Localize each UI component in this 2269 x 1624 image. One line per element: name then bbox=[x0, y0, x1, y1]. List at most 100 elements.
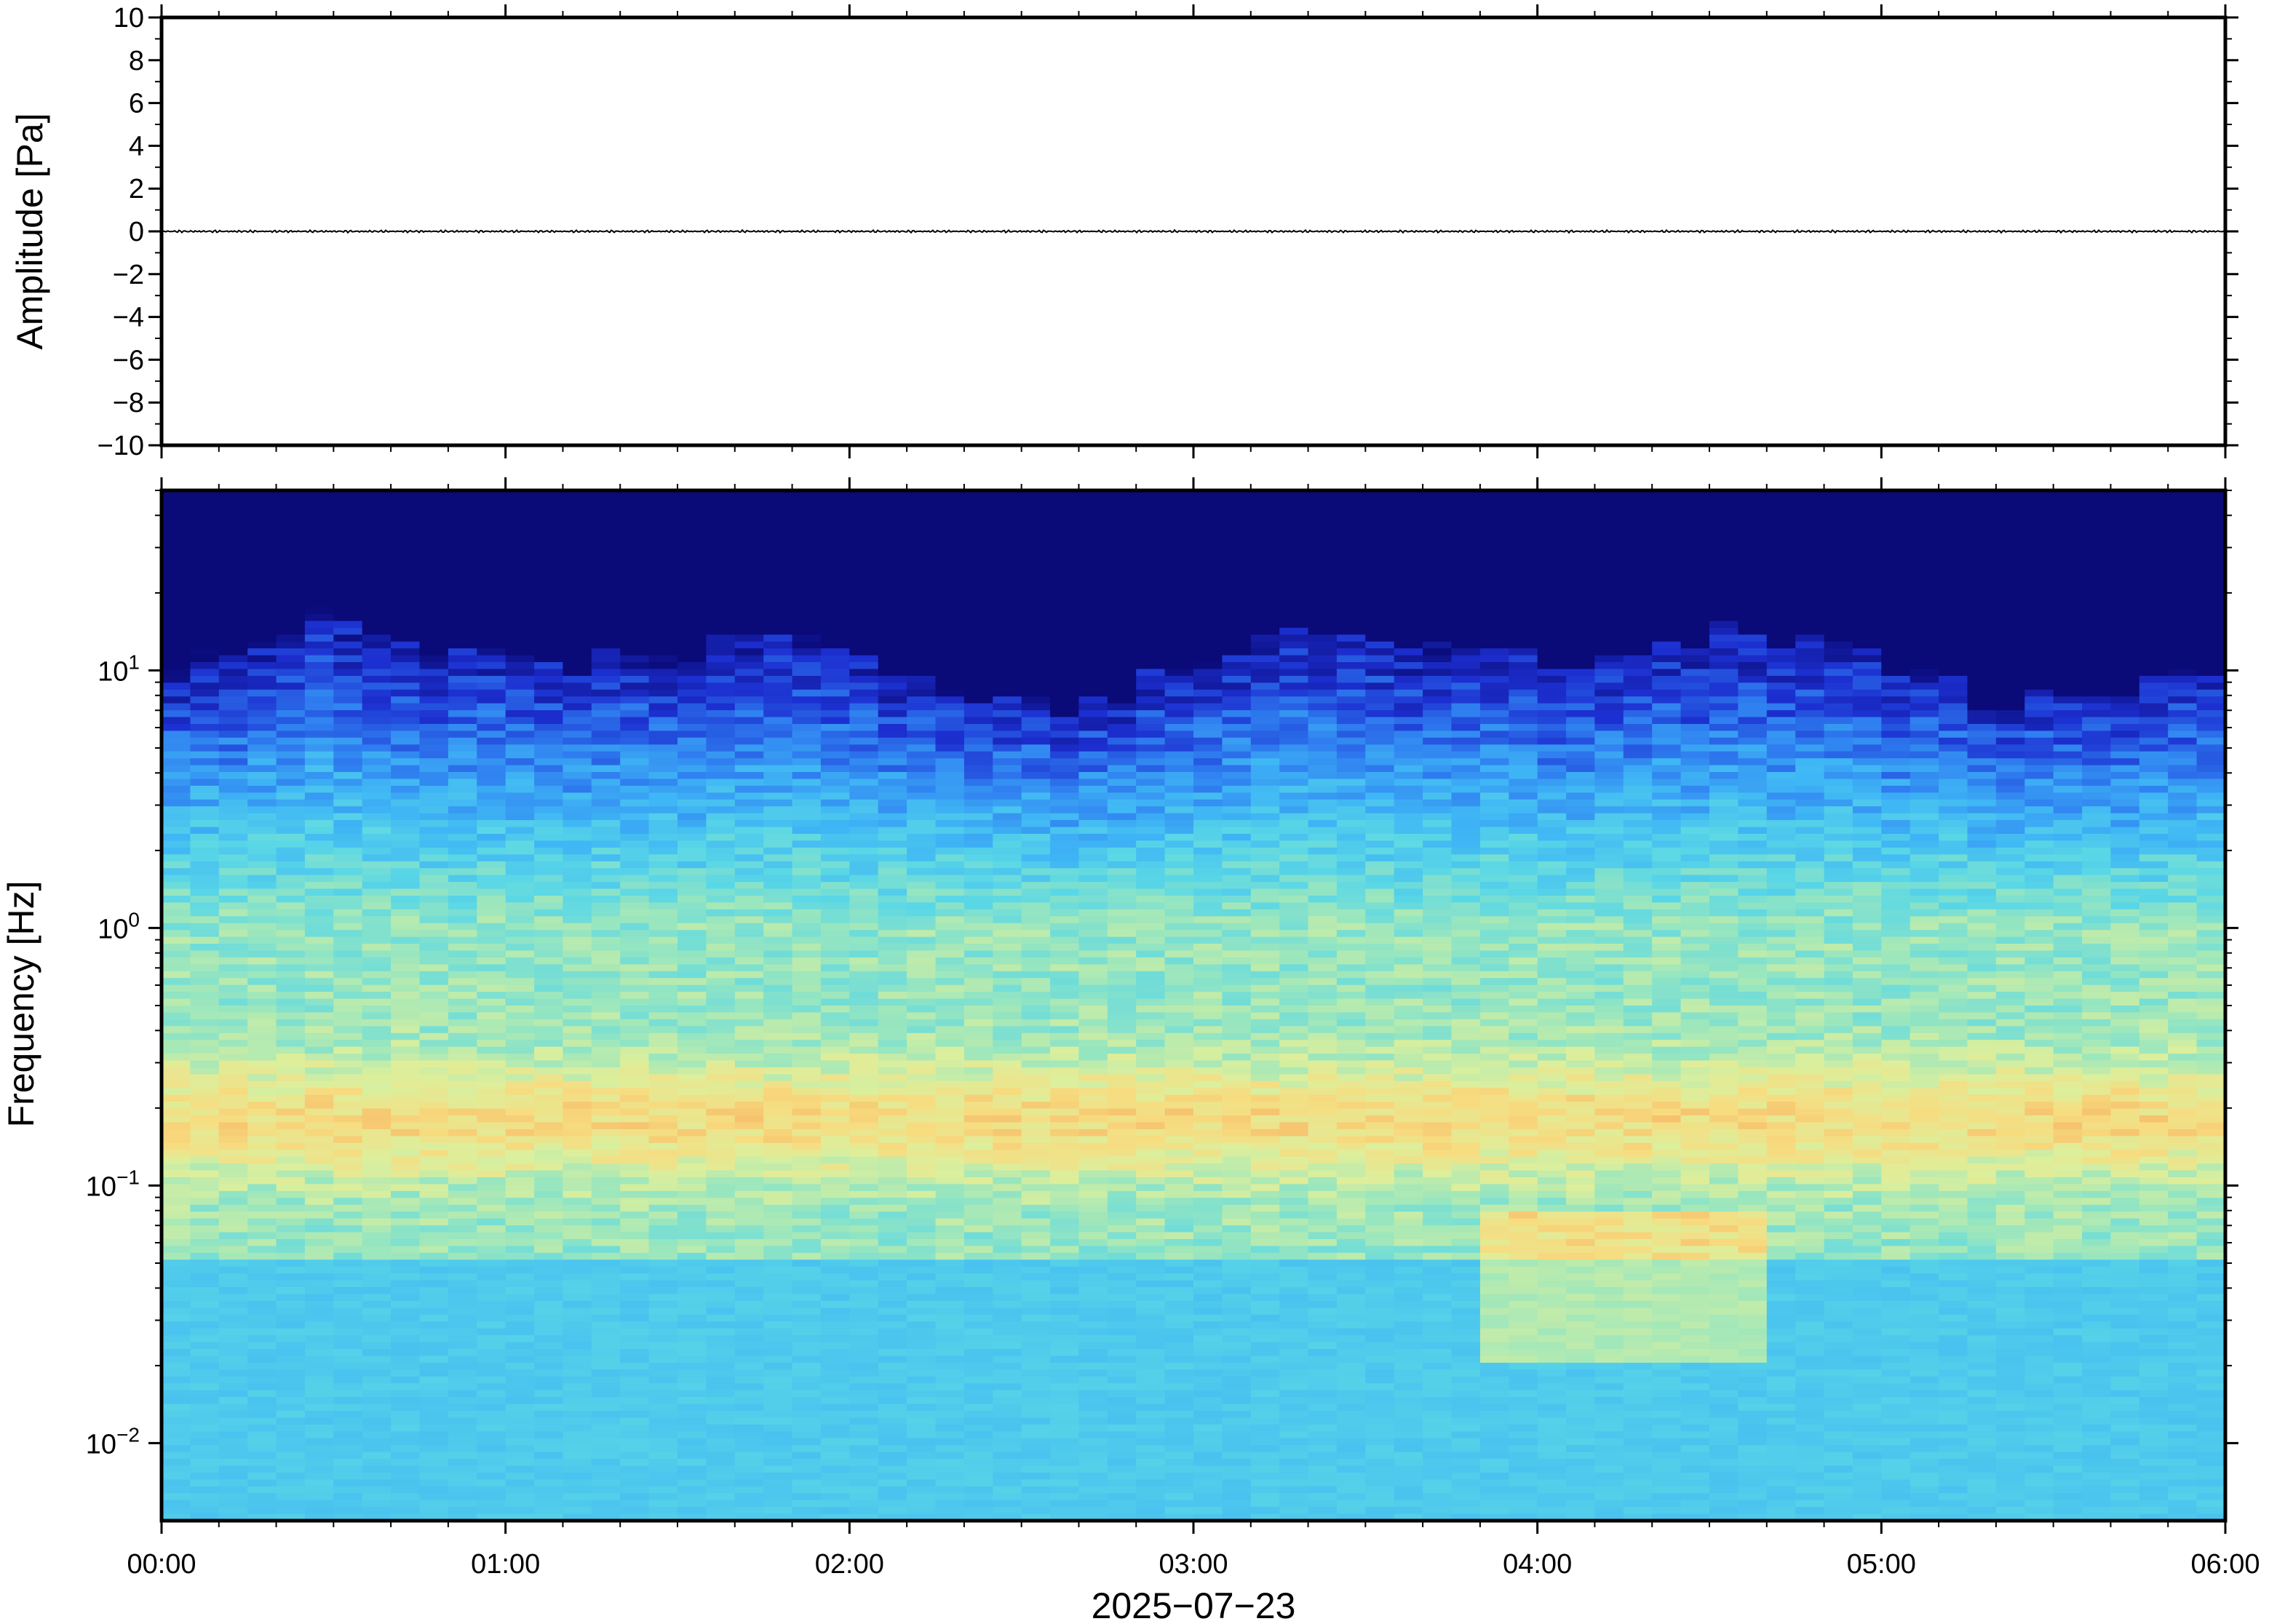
spectrogram-cell bbox=[477, 998, 506, 1006]
spectrogram-cell bbox=[935, 1486, 965, 1494]
spectrogram-cell bbox=[162, 1198, 191, 1206]
spectrogram-cell bbox=[505, 1369, 535, 1377]
spectrogram-cell bbox=[1078, 503, 1108, 512]
spectrogram-cell bbox=[247, 902, 277, 910]
spectrogram-cell bbox=[333, 957, 363, 966]
spectrogram-cell bbox=[648, 525, 678, 533]
spectrogram-cell bbox=[820, 731, 851, 739]
spectrogram-cell bbox=[648, 586, 678, 594]
spectrogram-cell bbox=[677, 1088, 707, 1096]
spectrogram-cell bbox=[935, 1040, 965, 1048]
spectrogram-cell bbox=[448, 1349, 478, 1357]
spectrogram-cell bbox=[448, 1163, 478, 1171]
spectrogram-cell bbox=[534, 964, 564, 972]
spectrogram-cell bbox=[620, 662, 650, 670]
spectrogram-cell bbox=[648, 1280, 678, 1288]
spectrogram-cell bbox=[993, 538, 1022, 546]
spectrogram-cell bbox=[591, 737, 621, 745]
spectrogram-cell bbox=[935, 971, 965, 979]
spectrogram-cell bbox=[963, 1177, 994, 1185]
spectrogram-cell bbox=[477, 1280, 506, 1288]
spectrogram-cell bbox=[907, 1335, 937, 1343]
spectrogram-cell bbox=[419, 1321, 449, 1329]
spectrogram-cell bbox=[706, 834, 736, 842]
spectrogram-cell bbox=[648, 1177, 678, 1185]
spectrogram-cell bbox=[849, 813, 879, 821]
spectrogram-cell bbox=[333, 1280, 363, 1288]
spectrogram-cell bbox=[993, 944, 1022, 952]
spectrogram-cell bbox=[362, 545, 392, 553]
spectrogram-cell bbox=[620, 1163, 650, 1171]
spectrogram-cell bbox=[849, 1019, 879, 1027]
spectrogram-cell bbox=[333, 1500, 363, 1508]
spectrogram-cell bbox=[448, 1459, 478, 1467]
spectrogram-cell bbox=[878, 1067, 907, 1075]
spectrogram-cell bbox=[878, 820, 907, 828]
spectrogram-cell bbox=[677, 517, 707, 525]
spectrogram-cell bbox=[591, 648, 621, 656]
spectrogram-cell bbox=[448, 503, 478, 512]
spectrogram-cell bbox=[849, 1040, 879, 1048]
spectrogram-cell bbox=[477, 710, 506, 718]
spectrogram-cell bbox=[907, 944, 937, 952]
spectrogram-cell bbox=[935, 1170, 965, 1178]
spectrogram-cell bbox=[333, 696, 363, 704]
spectrogram-cell bbox=[677, 1362, 707, 1371]
spectrogram-cell bbox=[419, 785, 449, 794]
spectrogram-cell bbox=[477, 936, 506, 944]
spectrogram-cell bbox=[391, 1500, 421, 1508]
spectrogram-cell bbox=[333, 1026, 363, 1034]
spectrogram-cell bbox=[162, 1349, 191, 1357]
spectrogram-cell bbox=[391, 1150, 421, 1158]
spectrogram-cell bbox=[247, 717, 277, 725]
spectrogram-cell bbox=[763, 1349, 793, 1357]
spectrogram-cell bbox=[907, 813, 937, 821]
spectrogram-cell bbox=[763, 517, 793, 525]
spectrogram-cell bbox=[1050, 710, 1080, 718]
spectrogram-cell bbox=[276, 1307, 306, 1315]
spectrogram-cell bbox=[792, 1404, 822, 1412]
spectrogram-cell bbox=[677, 1136, 707, 1144]
spectrogram-cell bbox=[849, 765, 879, 773]
spectrogram-cell bbox=[935, 875, 965, 883]
spectrogram-cell bbox=[620, 1445, 650, 1453]
spectrogram-cell bbox=[706, 1094, 736, 1102]
spectrogram-cell bbox=[993, 517, 1022, 525]
spectrogram-cell bbox=[620, 834, 650, 842]
spectrogram-cell bbox=[763, 772, 793, 780]
spectrogram-cell bbox=[792, 882, 822, 890]
spectrogram-cell bbox=[419, 538, 449, 546]
spectrogram-cell bbox=[1021, 751, 1051, 759]
spectrogram-cell bbox=[591, 785, 621, 794]
spectrogram-cell bbox=[448, 772, 478, 780]
spectrogram-cell bbox=[190, 834, 220, 842]
spectrogram-cell bbox=[1078, 696, 1108, 704]
spectrogram-cell bbox=[276, 531, 306, 539]
spectrogram-cell bbox=[763, 1362, 793, 1371]
spectrogram-cell bbox=[391, 1438, 421, 1446]
spectrogram-cell bbox=[907, 896, 937, 904]
spectrogram-cell bbox=[362, 868, 392, 876]
spectrogram-cell bbox=[304, 861, 335, 869]
spectrogram-cell bbox=[563, 744, 592, 752]
spectrogram-cell bbox=[333, 1404, 363, 1412]
spectrogram-cell bbox=[878, 1046, 907, 1054]
spectrogram-cell bbox=[935, 998, 965, 1006]
spectrogram-cell bbox=[419, 552, 449, 560]
spectrogram-cell bbox=[505, 875, 535, 883]
spectrogram-cell bbox=[591, 552, 621, 560]
spectrogram-cell bbox=[1078, 779, 1108, 787]
spectrogram-cell bbox=[362, 621, 392, 629]
spectrogram-cell bbox=[333, 916, 363, 924]
spectrogram-cell bbox=[1021, 950, 1051, 958]
spectrogram-cell bbox=[477, 964, 506, 972]
spectrogram-cell bbox=[907, 936, 937, 944]
spectrogram-cell bbox=[362, 978, 392, 986]
spectrogram-cell bbox=[448, 1397, 478, 1405]
spectrogram-cell bbox=[878, 1513, 907, 1521]
spectrogram-cell bbox=[734, 916, 764, 924]
spectrogram-cell bbox=[792, 682, 822, 690]
spectrogram-cell bbox=[935, 827, 965, 835]
spectrogram-cell bbox=[792, 964, 822, 972]
spectrogram-cell bbox=[247, 1280, 277, 1288]
